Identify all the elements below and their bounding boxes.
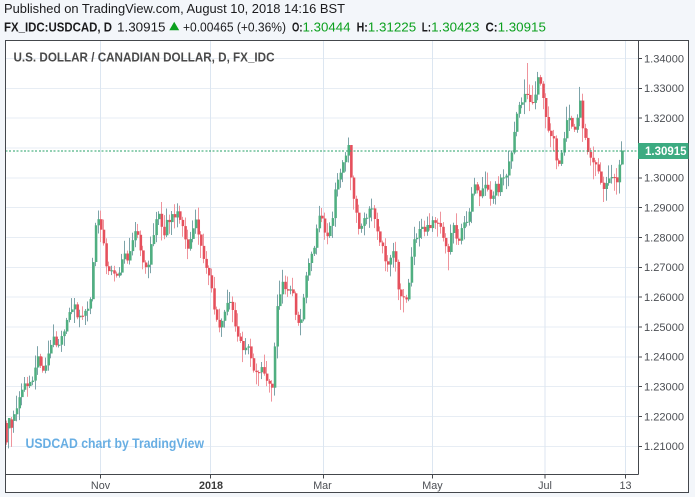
svg-text:1.22000: 1.22000: [644, 411, 684, 423]
svg-text:1.25000: 1.25000: [644, 322, 684, 334]
svg-text:13: 13: [619, 480, 631, 492]
svg-text:1.27000: 1.27000: [644, 262, 684, 274]
svg-text:1.30915: 1.30915: [117, 20, 166, 35]
svg-text:O:: O:: [292, 20, 303, 35]
svg-text:Nov: Nov: [91, 480, 111, 492]
svg-text:1.21000: 1.21000: [644, 441, 684, 453]
svg-text:1.26000: 1.26000: [644, 292, 684, 304]
svg-text:1.29000: 1.29000: [644, 203, 684, 215]
svg-text:1.30915: 1.30915: [498, 20, 546, 35]
svg-text:L:: L:: [422, 20, 431, 35]
svg-text:1.34000: 1.34000: [644, 53, 684, 65]
svg-text:1.30915: 1.30915: [645, 146, 687, 158]
svg-text:1.23000: 1.23000: [644, 382, 684, 394]
svg-text:1.33000: 1.33000: [644, 83, 684, 95]
svg-text:H:: H:: [357, 20, 368, 35]
svg-text:1.31225: 1.31225: [368, 20, 416, 35]
svg-text:1.28000: 1.28000: [644, 232, 684, 244]
svg-text:Jul: Jul: [538, 480, 552, 492]
svg-text:FX_IDC:USDCAD, D: FX_IDC:USDCAD, D: [4, 20, 112, 35]
svg-text:May: May: [422, 480, 443, 492]
svg-text:Mar: Mar: [313, 480, 332, 492]
svg-text:U.S. DOLLAR / CANADIAN DOLLAR,: U.S. DOLLAR / CANADIAN DOLLAR, D, FX_IDC: [14, 51, 275, 65]
svg-text:1.32000: 1.32000: [644, 113, 684, 125]
svg-text:+0.00465 (+0.36%): +0.00465 (+0.36%): [183, 20, 286, 35]
svg-text:Published on TradingView.com,: Published on TradingView.com, August 10,…: [4, 1, 345, 16]
svg-text:USDCAD chart by TradingView: USDCAD chart by TradingView: [26, 435, 205, 451]
svg-text:1.30444: 1.30444: [303, 20, 351, 35]
svg-text:C:: C:: [486, 20, 498, 35]
svg-text:1.30423: 1.30423: [431, 20, 479, 35]
svg-text:1.24000: 1.24000: [644, 352, 684, 364]
svg-text:1.30000: 1.30000: [644, 173, 684, 185]
svg-text:2018: 2018: [199, 480, 223, 492]
